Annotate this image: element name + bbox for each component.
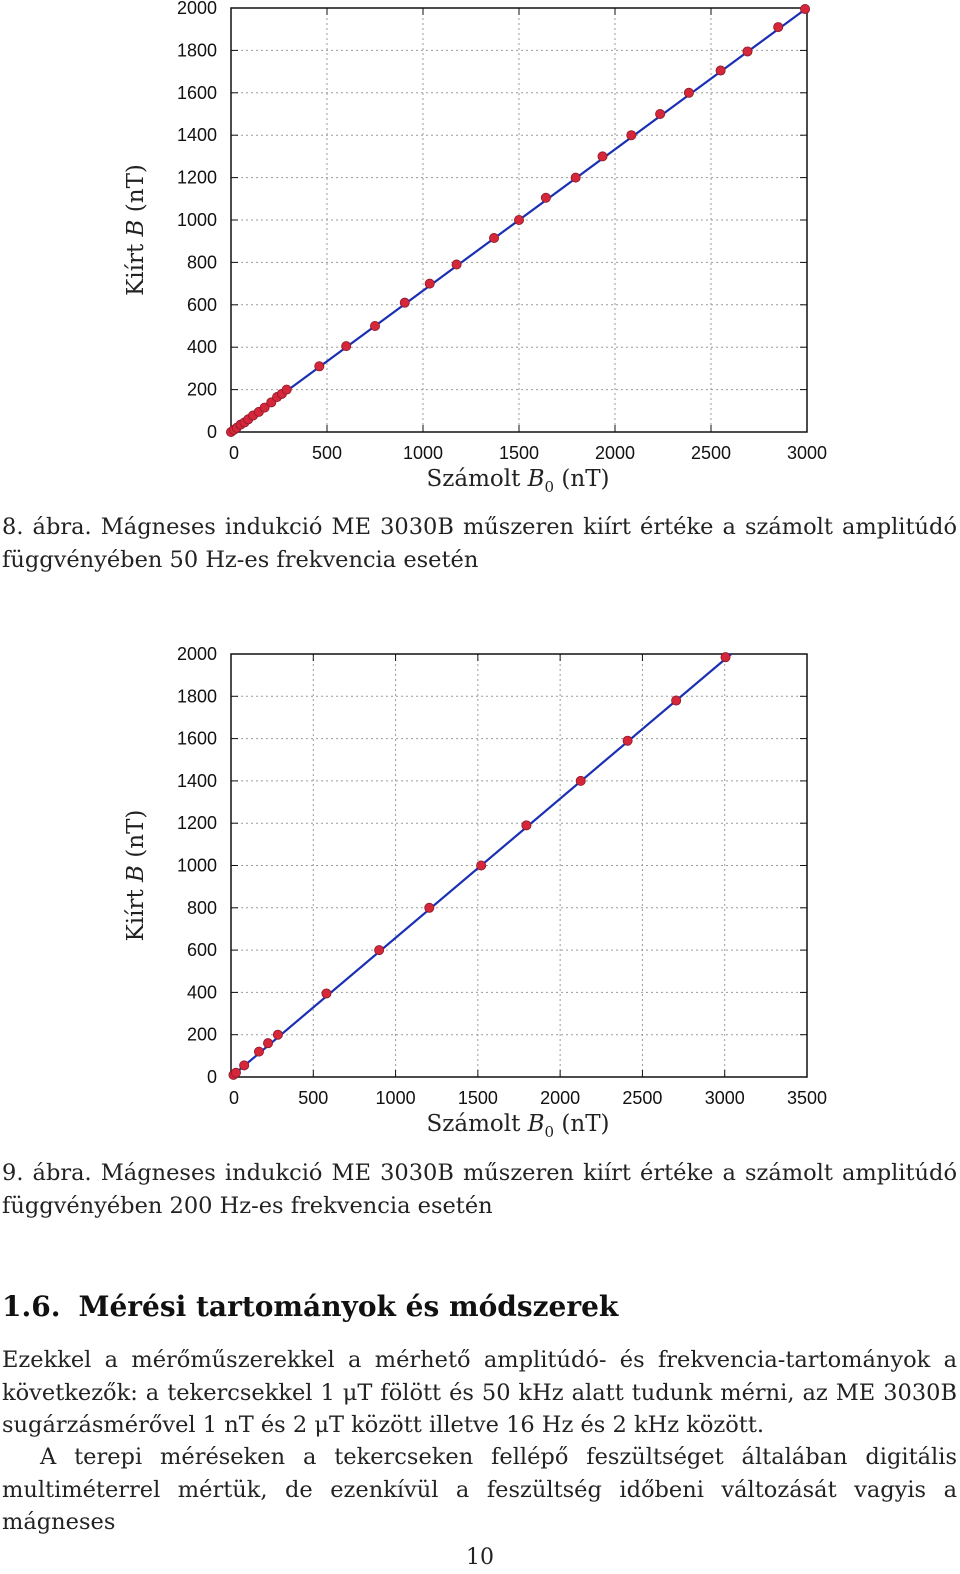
y-tick-label: 1000 — [177, 856, 217, 876]
y-tick-label: 800 — [187, 898, 217, 918]
x-tick-label: 1500 — [458, 1088, 498, 1108]
data-point — [281, 384, 292, 395]
x-axis-label: Számolt B0 (nT) — [426, 1111, 609, 1141]
data-point — [720, 652, 731, 663]
data-point — [655, 109, 666, 120]
x-tick-label: 500 — [298, 1088, 328, 1108]
section-number: 1.6. — [2, 1290, 61, 1323]
y-tick-label: 2000 — [177, 0, 217, 18]
y-tick-label: 800 — [187, 252, 217, 272]
data-point — [540, 192, 551, 203]
plot-frame — [230, 653, 808, 1078]
data-point — [424, 278, 435, 289]
figure-9-caption-text: Mágneses indukció ME 3030B műszeren kiír… — [2, 1160, 957, 1219]
y-tick-label: 1200 — [177, 813, 217, 833]
y-tick-label: 1800 — [177, 40, 217, 60]
data-point — [570, 172, 581, 183]
x-tick-label: 2500 — [622, 1088, 662, 1108]
figure-8-chart: 0 500 1000 1500 2000 2500 3000 0 200 400 600 800 100… — [0, 0, 960, 500]
data-point — [259, 402, 270, 413]
data-point — [773, 22, 784, 33]
paragraph-1: Ezekkel a mérőműszerekkel a mérhető ampl… — [2, 1347, 957, 1438]
page-number: 10 — [466, 1545, 494, 1570]
x-tick-label: 500 — [312, 443, 342, 463]
data-point — [476, 860, 487, 871]
data-point — [514, 214, 525, 225]
data-point — [451, 259, 462, 270]
y-tick-label: 1600 — [177, 729, 217, 749]
data-point — [369, 320, 380, 331]
data-point — [230, 1067, 241, 1078]
y-tick-label: 1000 — [177, 210, 217, 230]
section-heading: 1.6. Mérési tartományok és módszerek — [2, 1290, 618, 1323]
y-tick-label: 400 — [187, 337, 217, 357]
data-point — [321, 988, 332, 999]
data-point — [622, 735, 633, 746]
x-tick-label: 1000 — [376, 1088, 416, 1108]
figure-8-caption-text: Mágneses indukció ME 3030B műszeren kiír… — [2, 514, 957, 573]
x-tick-label: 1500 — [499, 443, 539, 463]
data-point — [521, 820, 532, 831]
data-point — [671, 695, 682, 706]
data-point — [489, 233, 500, 244]
x-tick-label: 0 — [229, 1088, 239, 1108]
x-axis-label: Számolt B0 (nT) — [426, 466, 609, 496]
y-tick-label: 200 — [187, 1025, 217, 1045]
figure-9-caption: 9. ábra. Mágneses indukció ME 3030B műsz… — [2, 1157, 957, 1223]
data-point — [742, 46, 753, 57]
data-point — [272, 1029, 283, 1040]
y-tick-label: 1600 — [177, 83, 217, 103]
figure-8-caption-number: 8. ábra. — [2, 514, 92, 540]
plot-frame — [230, 7, 808, 433]
x-tick-label: 2000 — [595, 443, 635, 463]
y-axis-label: Kiírt B (nT) — [123, 810, 149, 942]
y-tick-label: 1400 — [177, 125, 217, 145]
data-point — [424, 902, 435, 913]
y-tick-label: 1400 — [177, 771, 217, 791]
x-tick-label: 3000 — [705, 1088, 745, 1108]
x-tick-label: 1000 — [403, 443, 443, 463]
data-point — [253, 1046, 264, 1057]
y-tick-label: 1200 — [177, 168, 217, 188]
x-tick-label: 2500 — [691, 443, 731, 463]
y-tick-label: 1800 — [177, 686, 217, 706]
paragraph-2: A terepi méréseken a tekercseken fellépő… — [2, 1444, 957, 1535]
data-point — [399, 297, 410, 308]
data-point — [341, 341, 352, 352]
y-tick-label: 600 — [187, 295, 217, 315]
data-point — [575, 775, 586, 786]
y-axis-label: Kiírt B (nT) — [123, 164, 149, 296]
figure-9-chart: 0 500 1000 1500 2000 2500 3000 3500 0 200 400 600 80… — [123, 644, 827, 1141]
x-tick-label: 3500 — [787, 1088, 827, 1108]
x-tick-label: 0 — [229, 443, 239, 463]
data-point — [239, 1060, 250, 1071]
section-title: Mérési tartományok és módszerek — [78, 1290, 619, 1323]
figure-8-plot: 0 500 1000 1500 2000 2500 3000 0 200 400 600 800 100… — [123, 0, 827, 496]
y-tick-label: 200 — [187, 380, 217, 400]
data-point — [800, 4, 811, 15]
data-point — [597, 151, 608, 162]
data-point — [314, 361, 325, 372]
data-point — [683, 87, 694, 98]
figure-8-caption: 8. ábra. Mágneses indukció ME 3030B műsz… — [2, 511, 957, 577]
y-tick-label: 600 — [187, 940, 217, 960]
y-tick-label: 400 — [187, 982, 217, 1002]
x-tick-label: 2000 — [540, 1088, 580, 1108]
x-tick-label: 3000 — [787, 443, 827, 463]
y-tick-label: 0 — [207, 1067, 217, 1087]
figure-9-plot: 0 500 1000 1500 2000 2500 3000 3500 0 200 400 600 80… — [123, 644, 827, 1141]
y-tick-label: 2000 — [177, 644, 217, 664]
data-point — [263, 1038, 274, 1049]
data-point — [374, 945, 385, 956]
y-tick-label: 0 — [207, 422, 217, 442]
data-point — [626, 130, 637, 141]
data-point — [715, 65, 726, 76]
figure-9-caption-number: 9. ábra. — [2, 1160, 92, 1186]
